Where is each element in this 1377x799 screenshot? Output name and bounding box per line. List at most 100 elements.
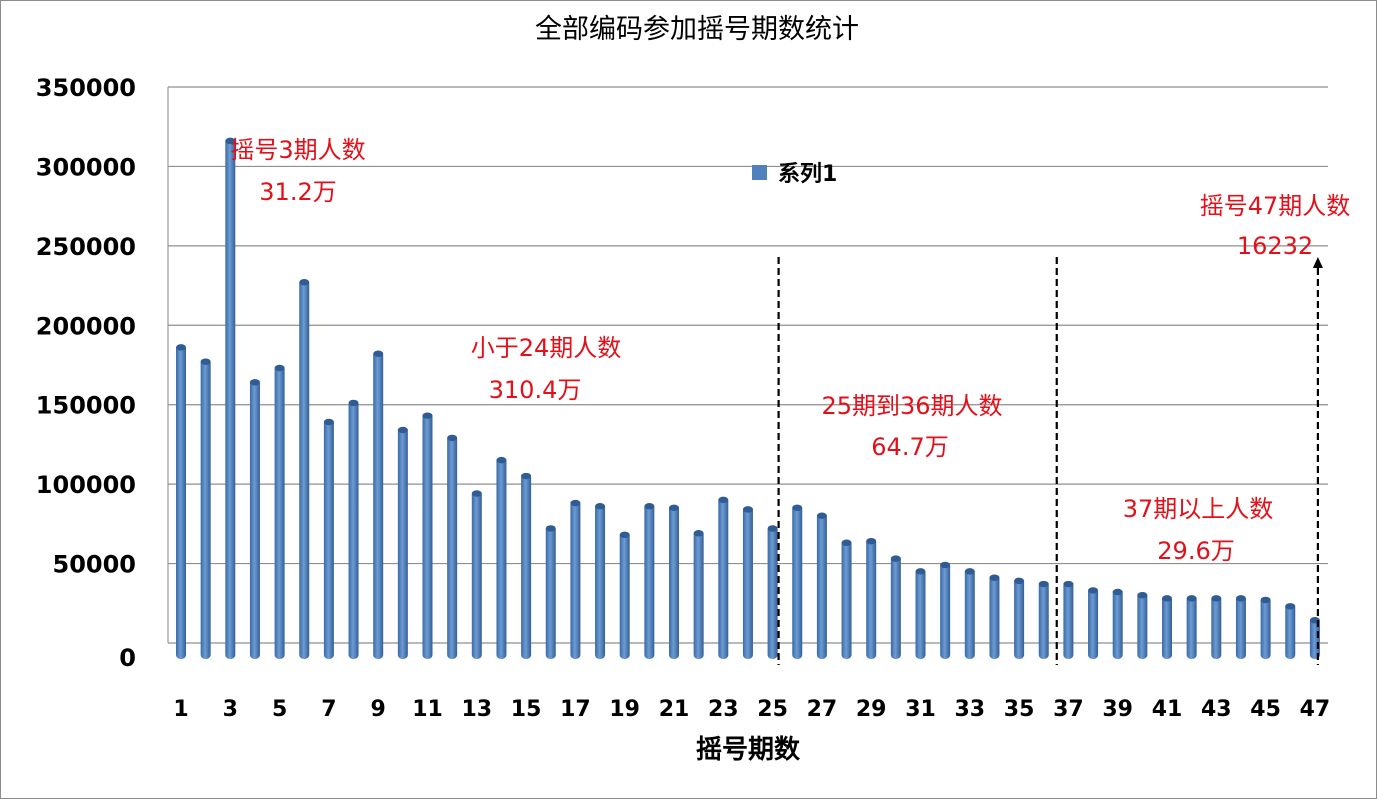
y-axis-ticks: 0 50000 100000 150000 200000 250000 300000 3500… [36,74,136,672]
bar-body [792,504,803,659]
bar [1088,587,1099,659]
bar-body [397,426,408,659]
bar [447,434,458,659]
bar [816,512,827,659]
bar-top [1137,591,1148,599]
x-tick-label: 9 [371,697,386,722]
x-tick-label: 35 [1004,697,1035,722]
x-tick-label: 45 [1250,697,1281,722]
bar [940,561,951,659]
bar-top [619,531,630,538]
bar-top [521,472,532,480]
bar [1285,603,1296,659]
bar [1112,588,1123,659]
bar-top [373,350,384,357]
bar-top [718,496,729,504]
bar-top [693,530,704,537]
bar [249,379,260,659]
bar [1162,595,1172,659]
bar-top [176,344,186,351]
bar [619,531,630,659]
bar-body [249,379,260,659]
bar-body [989,574,1000,659]
bar [718,496,729,659]
bar-top [1285,603,1296,610]
bar-body [1162,595,1172,659]
annotation-under-24-line2: 310.4万 [489,376,582,404]
bar-body [693,530,704,659]
bar-body [866,538,877,659]
bar-top [767,525,778,532]
bar-body [964,568,975,659]
bar-top [200,358,211,365]
bar-body [1137,592,1148,659]
x-tick-label: 7 [321,697,336,722]
x-tick-label: 31 [905,697,936,722]
annotation-25-36-line1: 25期到36期人数 [821,392,1002,420]
legend: 系列1 [752,162,837,187]
bar-body [225,137,236,659]
bar-body [373,350,384,659]
bar-top [348,399,359,407]
bar [570,499,581,659]
bar-top [989,574,1000,581]
bar-body [471,490,482,659]
bar [471,490,482,659]
annotation-3-line2: 31.2万 [259,178,336,206]
legend-label: 系列1 [778,162,837,187]
annotation-47: 摇号47期人数 16232 [1200,192,1351,260]
bar [545,525,556,659]
bar-top [1038,580,1049,588]
bar [644,503,655,659]
bar [1211,595,1222,659]
bar [521,472,532,659]
bar [200,358,211,659]
bar [274,364,285,659]
bar-top [890,555,901,562]
annotation-25-36: 25期到36期人数 64.7万 [821,392,1002,461]
bar-body [940,561,951,659]
bar-body [274,365,285,659]
y-tick-label: 300000 [36,153,136,181]
bar-top [299,279,310,286]
bar [1038,580,1049,659]
bar [767,525,778,659]
bar-body [1211,595,1222,659]
bar-top [595,503,606,510]
annotation-3: 摇号3期人数 31.2万 [230,136,365,206]
bar-top [742,506,753,513]
bar-body [521,473,532,659]
bar-body [1088,587,1099,659]
bar-body [1260,596,1271,659]
x-tick-label: 25 [757,697,788,722]
bar-body [496,457,507,659]
x-tick-label: 43 [1201,697,1232,722]
bar-top [644,503,655,510]
bar-body [1112,588,1123,659]
bar-top [1088,587,1099,594]
annotation-37-plus: 37期以上人数 29.6万 [1123,495,1274,565]
bar-body [323,419,334,659]
bar-top [1186,595,1197,602]
x-tick-label: 17 [560,697,591,722]
bar-top [323,418,334,426]
bar-top [1063,580,1074,588]
bar-body [1186,595,1197,659]
bar-top [225,137,236,145]
bar-top [915,568,926,575]
bar-top [669,504,679,511]
bar-top [816,512,827,519]
bar-body [915,568,926,659]
bar-body [176,344,186,659]
bar-top [274,364,285,372]
annotation-under-24-line1: 小于24期人数 [471,334,622,362]
annotation-47-line2: 16232 [1237,232,1313,260]
y-tick-label: 150000 [36,392,136,420]
bar-body [1014,577,1025,659]
x-tick-label: 23 [708,697,739,722]
annotation-37-plus-line2: 29.6万 [1157,537,1234,565]
divider-lines [777,257,1323,665]
bar-top [249,379,260,386]
bar-body [767,525,778,659]
bar [866,537,877,659]
